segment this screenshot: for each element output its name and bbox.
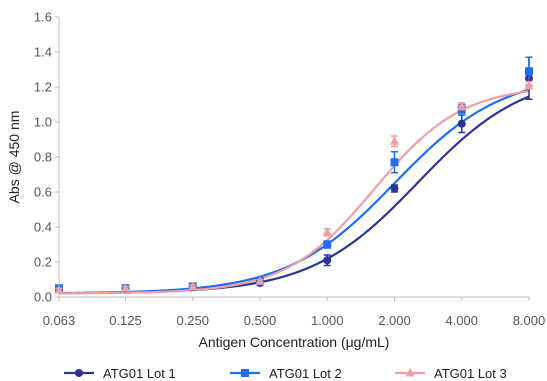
data-point-series-3 xyxy=(120,283,130,292)
x-tick-label: 4.000 xyxy=(445,313,478,328)
y-tick-label: 1.6 xyxy=(34,10,52,25)
y-tick-label: 1.2 xyxy=(34,80,52,95)
legend: ATG01 Lot 1 ATG01 Lot 2 ATG01 Lot 3 xyxy=(64,366,507,381)
y-tick-label: 0.0 xyxy=(34,290,52,305)
legend-marker-series-3 xyxy=(405,368,415,377)
data-point-series-2 xyxy=(390,158,399,167)
y-tick-label: 1.0 xyxy=(34,115,52,130)
legend-label-series-1: ATG01 Lot 1 xyxy=(103,366,176,381)
x-tick-label: 8.000 xyxy=(513,313,546,328)
data-point-series-3 xyxy=(457,101,467,110)
axes xyxy=(58,17,529,298)
data-point-series-1 xyxy=(323,256,332,265)
x-tick-label: 0.250 xyxy=(176,313,209,328)
x-tick-label: 0.125 xyxy=(109,313,142,328)
legend-marker-series-2 xyxy=(241,369,249,377)
data-points xyxy=(54,56,534,294)
data-point-series-3 xyxy=(255,276,265,285)
legend-label-series-2: ATG01 Lot 2 xyxy=(269,366,342,381)
y-tick-label: 1.4 xyxy=(34,45,52,60)
y-tick-label: 0.6 xyxy=(34,185,52,200)
y-tick-label: 0.8 xyxy=(34,150,52,165)
fit-curve-series-3 xyxy=(58,90,530,295)
legend-marker-series-1 xyxy=(75,369,83,377)
data-point-series-3 xyxy=(188,281,198,290)
x-tick-label: 2.000 xyxy=(378,313,411,328)
y-axis-title: Abs @ 450 nm xyxy=(6,111,22,204)
data-point-series-2 xyxy=(525,67,533,76)
y-tick-label: 0.4 xyxy=(34,220,52,235)
y-tick-label: 0.2 xyxy=(34,255,52,270)
fitted-curves xyxy=(58,88,530,295)
x-tick-label: 0.063 xyxy=(43,313,76,328)
data-point-series-2 xyxy=(323,240,332,249)
x-tick-label: 0.500 xyxy=(244,313,277,328)
x-tick-label: 1.000 xyxy=(311,313,344,328)
data-point-series-1 xyxy=(390,184,399,193)
legend-label-series-3: ATG01 Lot 3 xyxy=(434,366,507,381)
data-point-series-3 xyxy=(389,136,399,145)
data-point-series-1 xyxy=(457,119,466,128)
y-tick-labels: 0.0 0.2 0.4 0.6 0.8 1.0 1.2 1.4 1.6 xyxy=(34,10,59,305)
x-axis-title: Antigen Concentration (μg/mL) xyxy=(199,334,390,350)
fit-curve-series-2 xyxy=(58,88,530,295)
data-point-series-3 xyxy=(322,227,332,236)
data-point-series-3 xyxy=(524,80,534,89)
x-tick-labels: 0.063 0.125 0.250 0.500 1.000 2.000 4.000 8.000 xyxy=(43,297,546,328)
